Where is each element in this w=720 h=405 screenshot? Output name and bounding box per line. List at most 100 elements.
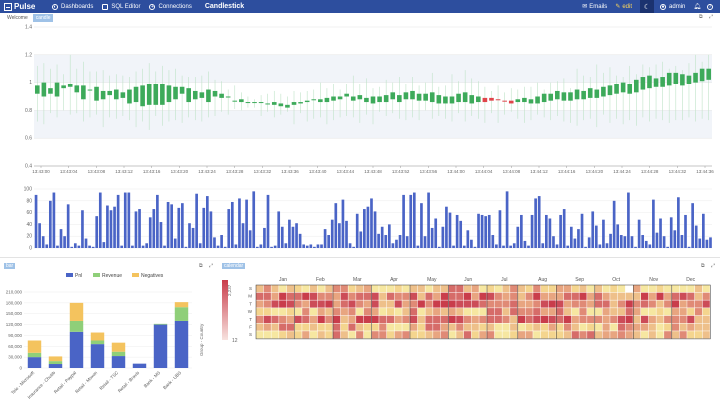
heatmap-cell	[402, 300, 410, 308]
calendar-heatmap: Jan Feb Mar Apr May Jun Jul Aug Sep Oct Nov DecSMTW…	[248, 277, 711, 340]
bar	[598, 244, 602, 248]
bar	[580, 213, 584, 248]
heatmap-cell	[564, 300, 572, 308]
bar	[641, 235, 645, 248]
heatmap-cell	[540, 315, 549, 323]
heatmap-cell	[556, 292, 564, 300]
heatmap-cell	[602, 331, 610, 339]
candle-body	[212, 90, 218, 97]
candle-body	[245, 102, 251, 104]
heatmap-cell	[540, 331, 549, 339]
bar	[302, 244, 306, 248]
expand-icon[interactable]: ⤢	[709, 14, 714, 20]
bar	[213, 237, 216, 248]
notifications-button[interactable]: 🔔︎	[693, 3, 701, 10]
heatmap-cell	[517, 300, 525, 308]
heatmap-cell	[494, 331, 502, 339]
heatmap-cell	[533, 292, 541, 300]
heatmap-cell	[548, 331, 556, 339]
nav-connections[interactable]: + Connections	[149, 3, 192, 10]
candle-body	[364, 97, 369, 103]
heatmap-cell	[340, 323, 348, 331]
heatmap-cell	[602, 300, 610, 308]
candle-body	[107, 90, 113, 96]
heatmap-cell	[594, 300, 602, 308]
bar	[259, 244, 263, 248]
popout-icon[interactable]: ⧉	[699, 14, 703, 20]
legend-swatch	[93, 273, 100, 277]
heatmap-cell	[633, 292, 641, 300]
month-label: Oct	[612, 277, 620, 283]
panel-divider	[0, 257, 720, 258]
candle-body	[397, 95, 402, 103]
edit-button[interactable]: ✎ edit	[615, 3, 632, 11]
popout-icon[interactable]: ⧉	[199, 263, 203, 269]
heatmap-cell	[687, 292, 695, 300]
heatmap-cell	[510, 331, 518, 339]
bar	[709, 237, 712, 248]
expand-icon[interactable]: ⤢	[209, 263, 214, 269]
heatmap-cell	[463, 315, 472, 323]
heatmap-cell	[433, 323, 441, 331]
bar	[434, 218, 438, 248]
heatmap-cell	[286, 315, 294, 323]
heatmap-cell	[394, 315, 402, 323]
heatmap-cell	[433, 300, 441, 308]
candle-body	[100, 90, 106, 100]
bar	[377, 233, 380, 248]
emails-button[interactable]: ✉ Emails	[582, 3, 607, 11]
heatmap-cell	[633, 331, 641, 339]
heatmap-cell	[617, 292, 626, 300]
heatmap-cell	[356, 285, 364, 293]
heatmap-cell	[448, 323, 456, 331]
bar	[680, 235, 684, 248]
heatmap-cell	[487, 292, 495, 300]
heatmap-cell	[386, 308, 395, 316]
heatmap-cell	[540, 323, 549, 331]
bar	[334, 203, 338, 248]
heatmap-cell	[594, 323, 602, 331]
heatmap-cell	[440, 308, 448, 316]
bar	[562, 209, 566, 248]
heatmap-cell	[594, 292, 602, 300]
expand-icon[interactable]: ⤢	[711, 263, 716, 269]
heatmap-cell	[671, 323, 679, 331]
heatmap-cell	[410, 292, 418, 300]
nav-dashboards[interactable]: ◐ Dashboards	[52, 3, 93, 10]
nav-sql-editor[interactable]: SQL Editor	[102, 3, 140, 10]
tab-welcome[interactable]: Welcome	[7, 15, 28, 21]
bar	[687, 246, 691, 248]
heatmap-cell	[556, 285, 564, 293]
heatmap-cell	[294, 308, 302, 316]
bar	[441, 226, 445, 248]
bar	[473, 246, 477, 248]
theme-toggle-button[interactable]: ☾	[640, 0, 655, 13]
heatmap-cell	[502, 331, 510, 339]
heatmap-cell	[525, 323, 533, 331]
month-label: Dec	[686, 277, 695, 283]
bar	[402, 194, 405, 248]
help-button[interactable]: ?	[707, 3, 716, 10]
candle-body	[271, 102, 277, 105]
x-tick-label: 13:43:20	[171, 169, 189, 174]
heatmap-cell	[571, 315, 579, 323]
bar	[534, 198, 537, 248]
heatmap-cell	[610, 308, 618, 316]
x-tick-label: 13:44:04	[475, 169, 493, 174]
heatmap-cell	[340, 285, 348, 293]
heatmap-cell	[687, 323, 695, 331]
bar	[355, 213, 359, 248]
y-tick-label: 100	[24, 187, 33, 193]
heatmap-cell	[433, 308, 441, 316]
bar	[548, 218, 552, 248]
heatmap-cell	[664, 292, 672, 300]
heatmap-cell	[456, 308, 464, 316]
brand[interactable]: Pulse	[0, 2, 52, 11]
bar	[523, 240, 527, 248]
user-menu[interactable]: ● admin	[660, 3, 685, 10]
stacked-bar-segment	[153, 323, 168, 325]
heatmap-cell	[286, 323, 294, 331]
bar	[659, 218, 662, 248]
tab-candle[interactable]: candle	[32, 14, 54, 22]
popout-icon[interactable]: ⧉	[701, 263, 705, 269]
